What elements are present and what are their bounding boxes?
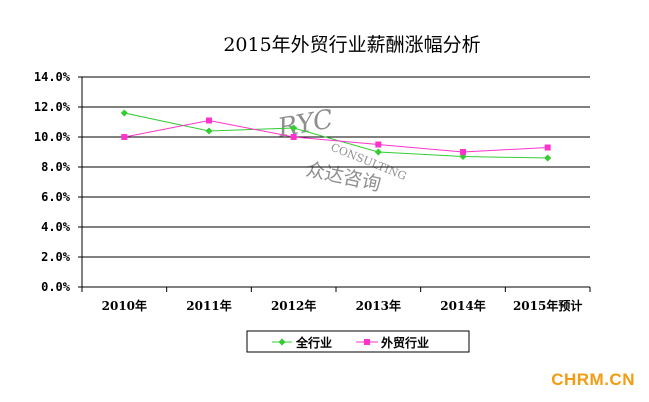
x-category-label: 2012年: [271, 298, 316, 313]
y-tick-label: 0.0%: [41, 280, 71, 294]
data-point-0: [290, 124, 298, 132]
axes: [81, 77, 590, 292]
y-tick-label: 8.0%: [41, 160, 71, 174]
legend-label-all: 全行业: [295, 335, 332, 350]
data-point-0: [544, 154, 552, 162]
data-point-0: [120, 109, 128, 117]
x-category-label: 2014年: [440, 298, 485, 313]
y-tick-label: 4.0%: [41, 220, 71, 234]
data-point-1: [121, 134, 128, 140]
x-axis-categories: 2010年 2011年 2012年 2013年 2014年 2015年预计: [102, 287, 591, 313]
series-line-1: [124, 119, 548, 153]
watermark: RYC CONSULTING 众达咨询: [275, 104, 409, 195]
chart-title: 2015年外贸行业薪酬涨幅分析: [223, 34, 480, 56]
site-logo-text: CHRM.CN: [551, 370, 635, 389]
series-lines: [120, 109, 552, 162]
y-tick-label: 10.0%: [34, 130, 71, 144]
data-point-1: [206, 117, 212, 124]
series-line-0: [124, 112, 548, 159]
x-category-label: 2011年: [186, 298, 231, 313]
data-point-1: [460, 149, 466, 155]
y-tick-label: 14.0%: [34, 70, 71, 84]
legend: 全行业 外贸行业: [246, 330, 470, 353]
legend-marker-all: [278, 338, 286, 346]
grid-lines: [82, 76, 590, 258]
y-tick-label: 12.0%: [34, 100, 71, 114]
x-category-label: 2013年: [356, 298, 401, 313]
legend-label-trade: 外贸行业: [381, 335, 429, 350]
x-category-label: 2015年预计: [513, 298, 582, 313]
data-point-0: [205, 127, 213, 135]
data-point-1: [375, 141, 382, 148]
y-tick-label: 6.0%: [41, 190, 71, 204]
x-category-label: 2010年: [102, 298, 147, 313]
y-tick-label: 2.0%: [41, 250, 71, 264]
data-point-1: [290, 134, 297, 140]
y-axis-ticks: 0.0% 2.0% 4.0% 6.0% 8.0% 10.0% 12.0% 14.0%: [34, 70, 82, 294]
data-point-0: [374, 148, 382, 156]
legend-marker-trade: [364, 339, 370, 345]
data-point-1: [544, 144, 551, 151]
